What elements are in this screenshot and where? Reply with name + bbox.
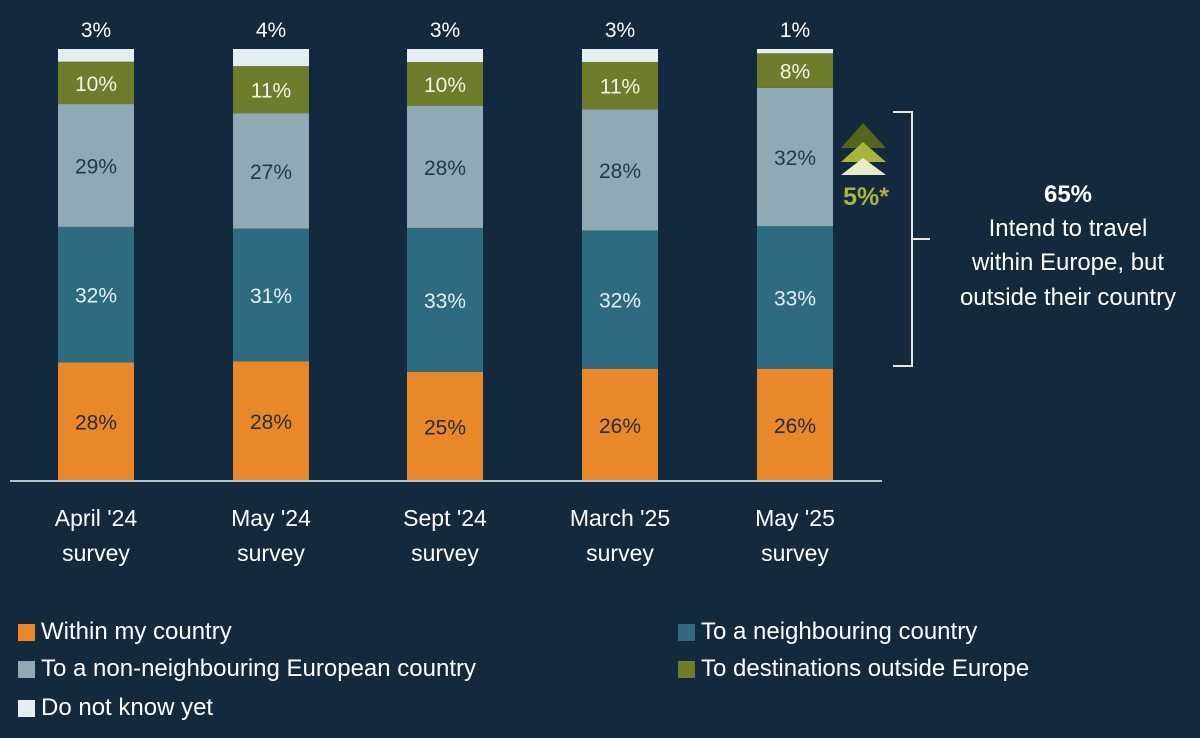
legend-label: Within my country [41,618,232,645]
segment-label: 28% [424,157,466,180]
legend-item-do-not-know: Do not know yet [18,694,213,722]
bar-segment-to-destinations-outside-europe [757,53,833,88]
segment-label: 32% [75,285,117,308]
bar-segment-to-a-non-neighbouring-european-country [582,109,658,231]
segment-label: 11% [600,76,640,99]
segment-label: 10% [424,74,466,97]
bar-segment-to-a-non-neighbouring-european-country [58,104,134,227]
legend-item-outside-europe: To destinations outside Europe [678,655,1029,683]
legend-swatch [18,699,35,717]
bar-segment-do-not-know-yet [757,49,833,54]
bar-segment-to-destinations-outside-europe [582,61,658,110]
segment-label: 26% [774,415,816,438]
category-label: March '25 [570,505,670,531]
legend: Within my country To a neighbouring coun… [18,618,1188,730]
triangle-dark-icon [841,123,886,148]
category-label: May '25 [755,505,835,531]
segment-label: 28% [250,411,292,434]
segment-label: 33% [774,287,816,310]
legend-item-neighbouring-country: To a neighbouring country [678,618,977,646]
bar-segment-to-destinations-outside-europe [233,66,309,114]
legend-item-within-country: Within my country [18,618,232,646]
segment-label: 3% [605,19,635,42]
bars-layer: 28% 32% 29% 10% 3% April '24 survey 28% 31% 27% 11… [55,19,835,566]
change-label: 5%* [843,183,889,211]
bar-segment-to-a-neighbouring-country [58,226,134,363]
category-label: survey [586,540,654,566]
chart: 28% 32% 29% 10% 3% April '24 survey 28% 31% 27% 11… [10,19,1176,566]
bracket-text-line-1: Intend to travel [989,215,1148,242]
bracket-text-line-3: outside their country [960,284,1176,311]
legend-label: Do not know yet [41,694,214,721]
bar-segment-to-a-non-neighbouring-european-country [407,105,483,228]
legend-label: To destinations outside Europe [701,655,1030,682]
bar-segment-within-my-country [233,361,309,481]
segment-label: 32% [774,147,816,170]
segment-label: 3% [430,19,460,42]
triangle-mid-icon [841,142,886,162]
bar-segment-to-a-non-neighbouring-european-country [757,87,833,227]
bar-segment-to-a-neighbouring-country [757,226,833,369]
bracket [893,111,930,367]
segment-label: 4% [256,19,286,42]
category-label: April '24 [55,505,138,531]
segment-label: 33% [424,290,466,313]
bar-segment-within-my-country [407,371,483,481]
bar-segment-do-not-know-yet [407,49,483,63]
bar-segment-to-destinations-outside-europe [407,62,483,106]
bar-segment-do-not-know-yet [58,49,134,62]
segment-label: 11% [251,80,291,103]
legend-label: To a neighbouring country [701,618,978,645]
legend-label: To a non-neighbouring European country [41,655,476,682]
category-label: survey [237,540,305,566]
legend-swatch [678,660,695,678]
bar-segment-within-my-country [58,362,134,481]
segment-label: 32% [599,290,641,313]
bar-segment-to-destinations-outside-europe [58,61,134,105]
bar-segment-do-not-know-yet [233,49,309,67]
bar-segment-to-a-non-neighbouring-european-country [233,113,309,229]
segment-label: 28% [599,160,641,183]
segment-label: 26% [599,415,641,438]
category-label: Sept '24 [403,505,487,531]
segment-label: 10% [75,73,117,96]
legend-swatch [18,660,35,678]
legend-swatch [18,623,35,641]
bar-segment-do-not-know-yet [582,49,658,62]
bar-segment-within-my-country [582,368,658,481]
segment-label: 31% [250,285,292,308]
segment-label: 25% [424,416,466,439]
legend-item-non-neighbouring-country: To a non-neighbouring European country [18,655,476,683]
bracket-value: 65% [1044,181,1092,208]
bar-segment-to-a-neighbouring-country [407,227,483,372]
segment-label: 8% [780,61,810,84]
bar-segment-within-my-country [757,368,833,481]
bar-segment-to-a-neighbouring-country [233,228,309,362]
bar-segment-to-a-neighbouring-country [582,230,658,369]
category-label: survey [411,540,479,566]
segment-label: 29% [75,155,117,178]
annotation: 5%* 65% Intend to travel within Europe, … [841,111,1176,367]
bracket-text-line-2: within Europe, but [971,249,1164,276]
triangle-light-icon [841,158,886,175]
segment-label: 27% [250,161,292,184]
category-label: survey [761,540,829,566]
segment-label: 1% [780,19,810,42]
legend-swatch [678,623,695,641]
category-label: May '24 [231,505,311,531]
category-label: survey [62,540,130,566]
segment-label: 28% [75,412,117,435]
segment-label: 3% [81,19,111,42]
